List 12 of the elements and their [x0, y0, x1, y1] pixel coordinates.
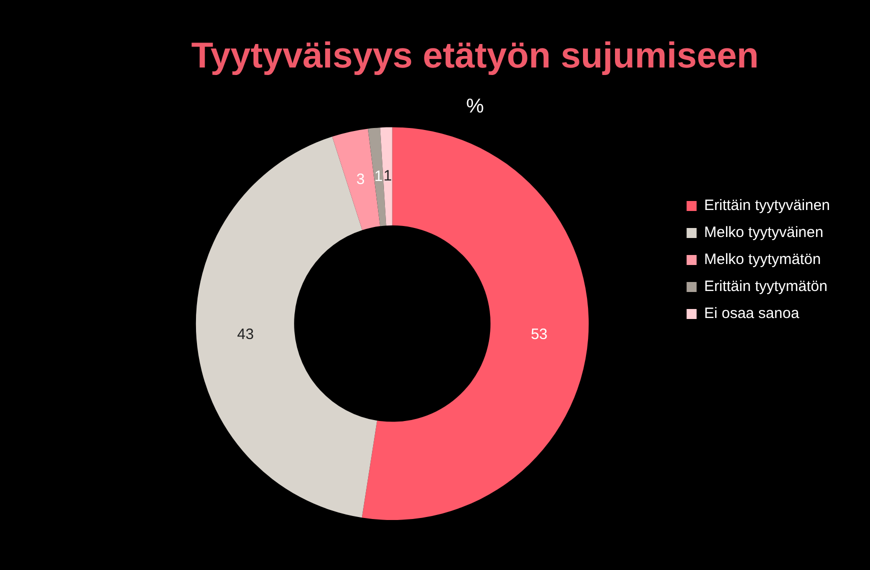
legend-label: Melko tyytymätön: [704, 251, 821, 268]
data-label: 53: [530, 326, 548, 344]
chart-subtitle: %: [466, 96, 484, 118]
legend-label: Erittäin tyytyväinen: [704, 197, 830, 214]
data-label: 43: [237, 326, 254, 344]
legend-label: Melko tyytyväinen: [704, 224, 824, 242]
legend-label: Ei osaa sanoa: [704, 305, 800, 322]
data-label: 3: [356, 170, 365, 188]
data-label: 1: [374, 168, 383, 186]
data-label: 1: [384, 168, 392, 185]
legend-label: Erittäin tyytymätön: [704, 278, 828, 296]
chart-title: Tyytyväisyys etätyön sujumiseen: [191, 34, 759, 76]
